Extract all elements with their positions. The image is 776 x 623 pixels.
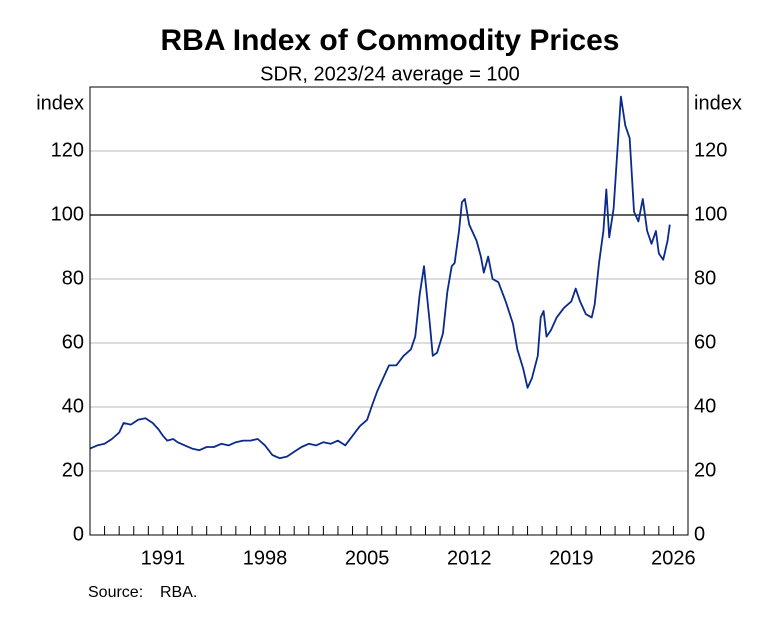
y-tick-label: 0 xyxy=(73,523,84,545)
plot-frame xyxy=(89,86,689,536)
y2-tick-label: 100 xyxy=(694,203,727,225)
source-label: Source: xyxy=(88,584,143,601)
x-tick-label: 2012 xyxy=(447,547,492,569)
y-tick-label: 100 xyxy=(51,203,84,225)
y-tick-label: 80 xyxy=(62,267,84,289)
y-tick-label: 60 xyxy=(62,331,84,353)
y2-tick-label: 80 xyxy=(694,267,716,289)
y2-tick-label: 120 xyxy=(694,139,727,161)
y-axis-label: index xyxy=(36,92,84,114)
source: RBA. xyxy=(160,584,197,601)
y-tick-label: 120 xyxy=(51,139,84,161)
x-tick-label: 2026 xyxy=(651,547,696,569)
y2-tick-label: 0 xyxy=(694,523,705,545)
y-tick-label: 20 xyxy=(62,459,84,481)
y2-tick-label: 20 xyxy=(694,459,716,481)
x-tick-label: 1991 xyxy=(141,547,186,569)
x-tick-label: 2019 xyxy=(549,547,594,569)
x-tick-label: 2005 xyxy=(345,547,390,569)
y2-axis-label: index xyxy=(694,92,742,114)
y2-tick-label: 60 xyxy=(694,331,716,353)
x-tick-label: 1998 xyxy=(243,547,288,569)
chart-title: RBA Index of Commodity Prices xyxy=(161,24,620,57)
y2-tick-label: 40 xyxy=(694,395,716,417)
y-tick-label: 40 xyxy=(62,395,84,417)
chart-subtitle: SDR, 2023/24 average = 100 xyxy=(260,63,520,85)
data-line xyxy=(89,95,671,460)
